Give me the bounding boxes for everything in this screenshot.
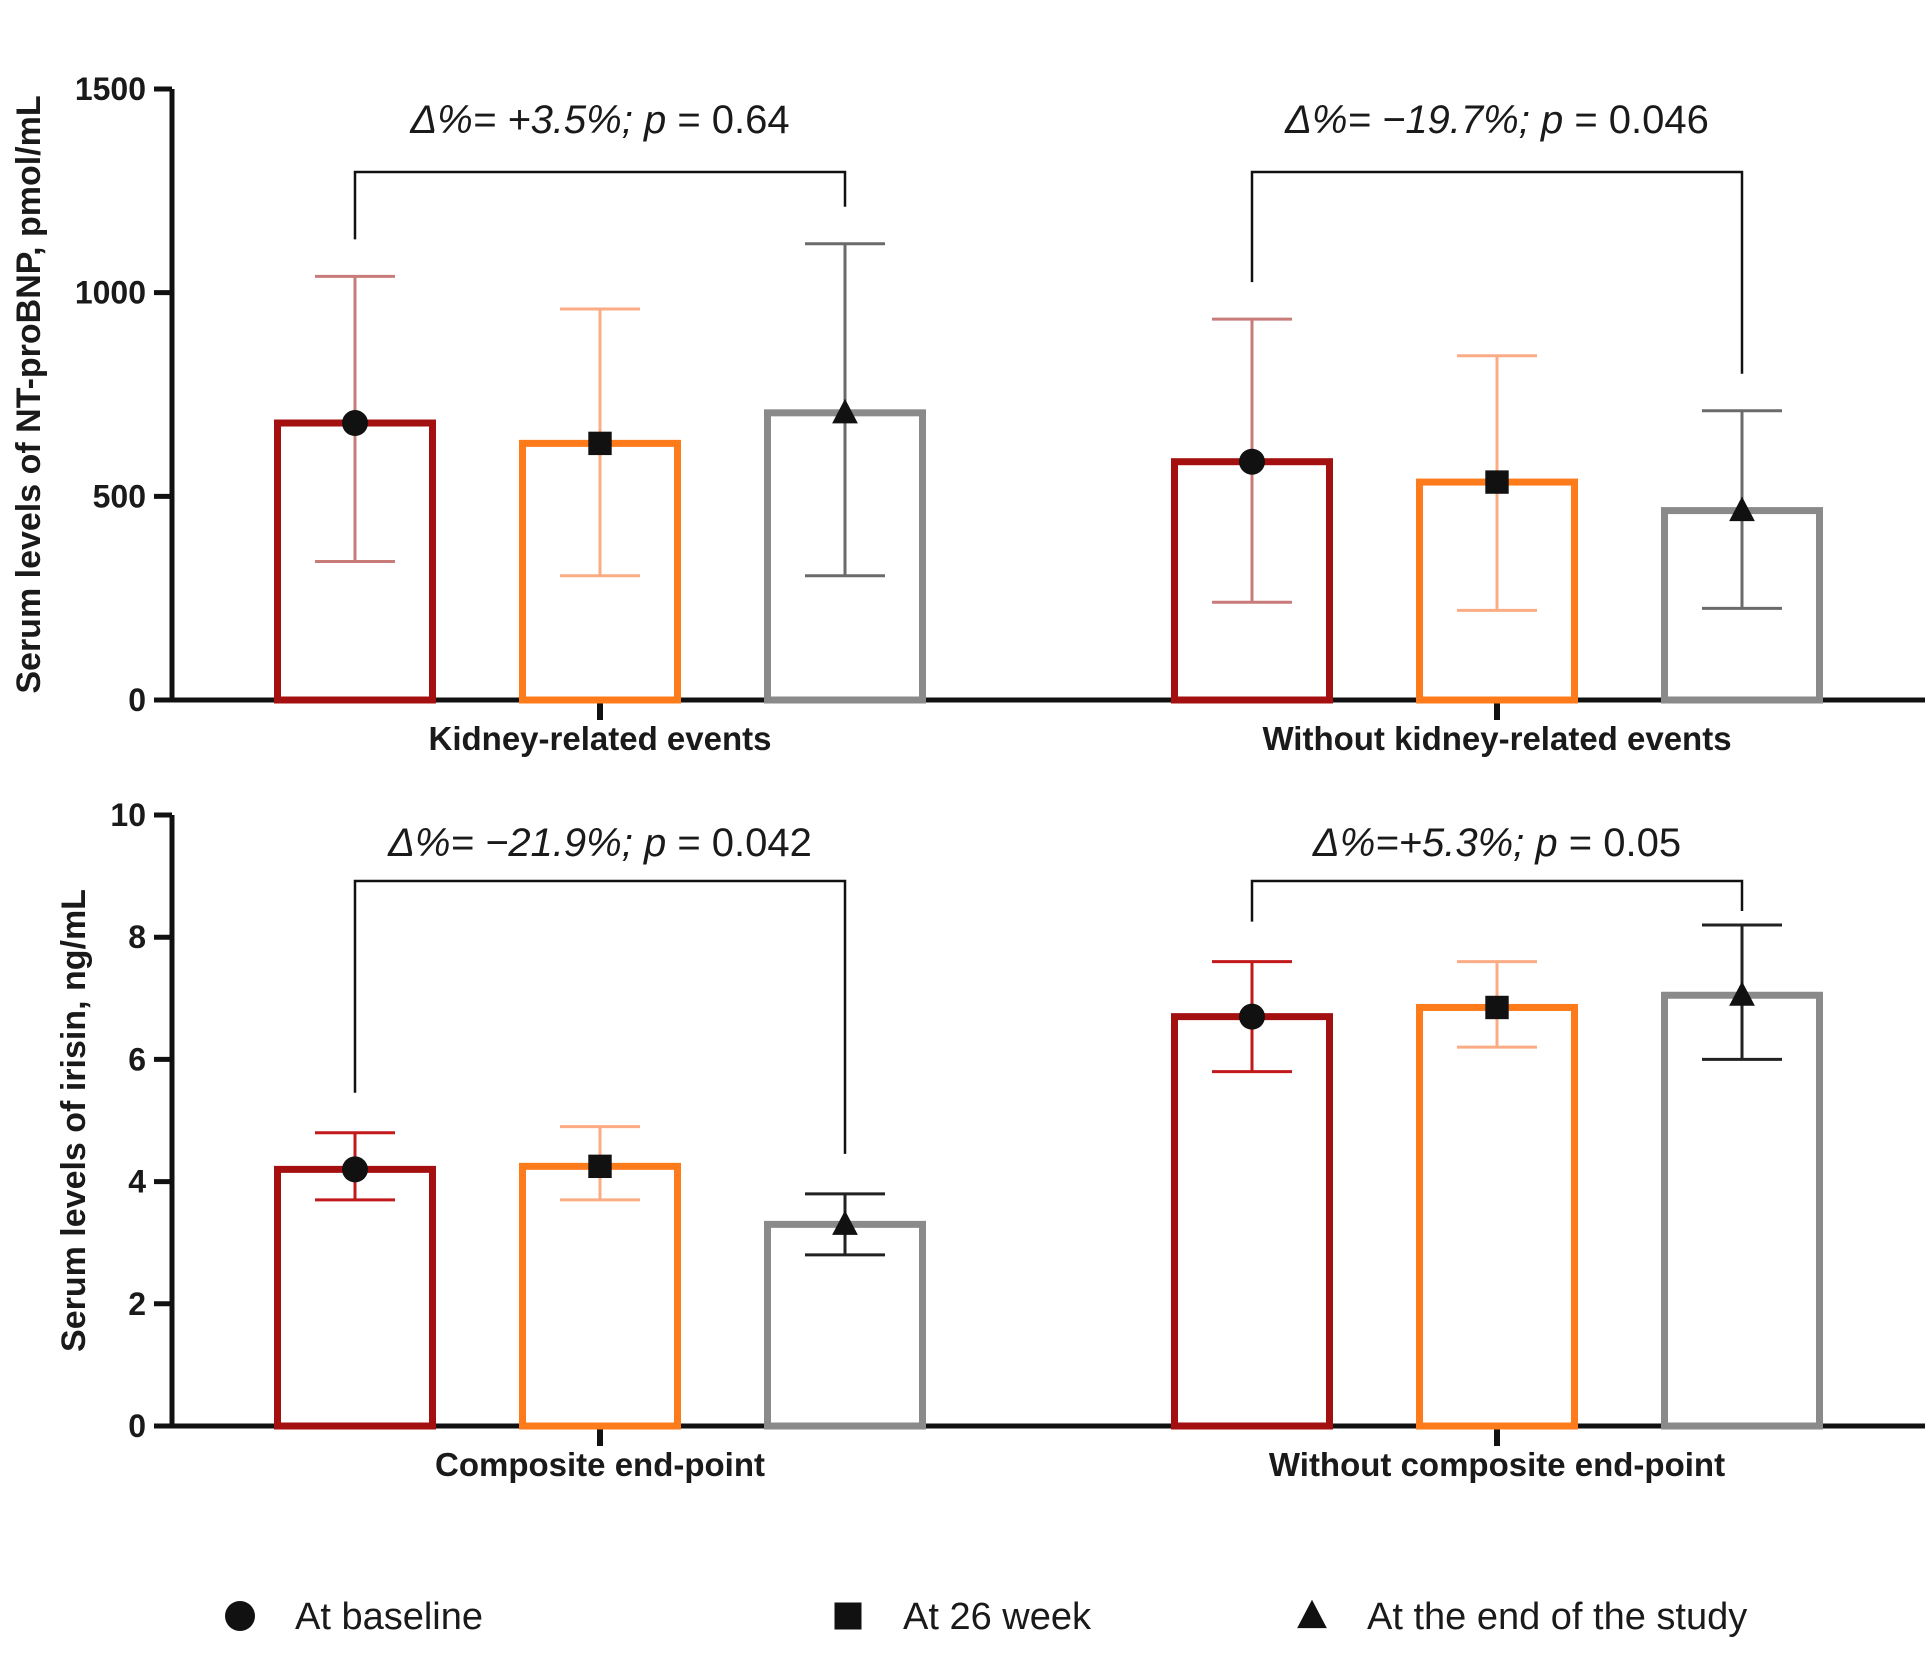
significance-annotation: Δ%= −19.7%; p = 0.046 [1284, 98, 1709, 142]
y-tick-label: 0 [128, 682, 146, 718]
panel-nt-probnp: 0 500 1000 1500 Serum levels of NT-proBNP, p… [10, 71, 1925, 757]
y-tick-label: 6 [128, 1041, 146, 1077]
x-category-label: Without kidney-related events [1262, 720, 1731, 757]
y-tick-label: 1000 [75, 275, 146, 311]
significance-bracket [353, 879, 847, 1154]
y-tick-label: 1500 [75, 71, 146, 107]
legend-label: At the end of the study [1367, 1596, 1747, 1638]
triangle-marker [832, 398, 858, 424]
significance-bracket [1250, 170, 1744, 374]
circle-marker [342, 410, 368, 437]
y-tick-label: 500 [93, 478, 146, 514]
y-tick-label: 0 [128, 1408, 146, 1444]
y-axis-title: Serum levels of irisin, ng/mL [55, 889, 93, 1352]
square-marker [1485, 470, 1509, 494]
circle-legend-icon [225, 1601, 255, 1631]
y-tick-label: 4 [128, 1164, 146, 1200]
significance-annotation: Δ%=+5.3%; p = 0.05 [1312, 821, 1681, 865]
y-axis-title: Serum levels of NT-proBNP, pmol/mL [10, 95, 48, 693]
legend-label: At 26 week [903, 1596, 1092, 1638]
circle-marker [1239, 1003, 1265, 1030]
x-category-label: Composite end-point [435, 1446, 765, 1483]
square-legend-icon [834, 1602, 862, 1630]
y-tick-label: 8 [128, 919, 146, 955]
triangle-marker [1729, 981, 1755, 1006]
panel-irisin: 0 2 4 6 8 10 Serum levels of irisin, ng/mL Comp… [55, 797, 1925, 1483]
bar [1416, 1003, 1578, 1430]
legend-item: At baseline [225, 1596, 483, 1638]
legend-label: At baseline [295, 1596, 483, 1638]
x-category-label: Kidney-related events [429, 720, 772, 757]
triangle-legend-icon [1297, 1599, 1327, 1629]
square-marker [1485, 995, 1509, 1020]
triangle-marker [1729, 496, 1755, 522]
x-category-label: Without composite end-point [1269, 1446, 1725, 1483]
significance-annotation: Δ%= +3.5%; p = 0.64 [409, 98, 789, 142]
bar [1171, 1013, 1333, 1430]
triangle-marker [832, 1210, 858, 1235]
circle-marker [1239, 448, 1265, 475]
significance-annotation: Δ%= −21.9%; p = 0.042 [387, 821, 812, 865]
bar [274, 1165, 436, 1430]
y-tick-label: 2 [128, 1286, 146, 1322]
significance-bracket [353, 170, 847, 240]
significance-bracket [1250, 879, 1744, 922]
legend: At baseline At 26 week At the end of the s… [225, 1596, 1747, 1638]
circle-marker [342, 1156, 368, 1183]
legend-item: At the end of the study [1297, 1596, 1747, 1638]
square-marker [588, 1154, 612, 1179]
bar [519, 1162, 681, 1430]
legend-item: At 26 week [834, 1596, 1092, 1638]
y-tick-label: 10 [110, 797, 146, 833]
square-marker [588, 431, 612, 456]
